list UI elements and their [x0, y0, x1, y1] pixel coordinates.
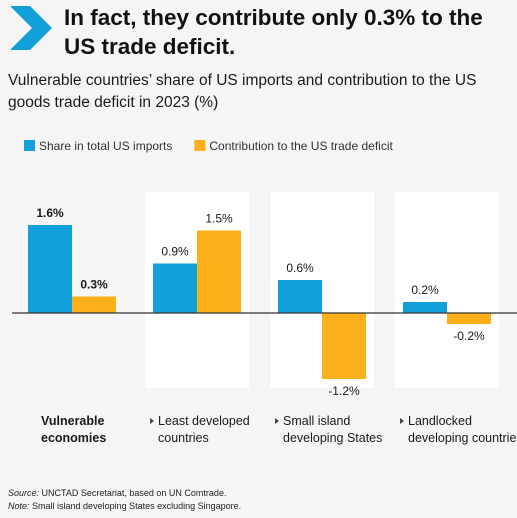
value-label-2-1: -1.2%: [328, 384, 360, 398]
value-label-3-1: -0.2%: [453, 329, 485, 343]
bar-0-1: [72, 296, 116, 313]
legend-label-0: Share in total US imports: [39, 139, 172, 153]
category-label-1-0: Least developed: [158, 414, 250, 428]
bar-chart: Share in total US imports Contribution to…: [12, 139, 517, 445]
bar-2-1: [322, 313, 366, 379]
value-label-2-0: 0.6%: [286, 261, 314, 275]
note-text: Small island developing States excluding…: [32, 501, 242, 511]
source-line: Source: UNCTAD Secretariat, based on UN …: [8, 487, 241, 500]
category-label-2-1: developing States: [283, 431, 382, 445]
chevron-shape: [10, 6, 52, 50]
note-line: Note: Small island developing States exc…: [8, 500, 241, 513]
legend-label-1: Contribution to the US trade deficit: [209, 139, 393, 153]
category-marker-3: [400, 418, 404, 424]
chart-subtitle: Vulnerable countries’ share of US import…: [8, 72, 477, 111]
chevron-right-icon: [10, 6, 52, 50]
category-label-3-1: developing countries: [408, 431, 517, 445]
value-label-1-1: 1.5%: [205, 212, 233, 226]
category-label-2-0: Small island: [283, 414, 350, 428]
category-marker-1: [150, 418, 154, 424]
category-marker-2: [275, 418, 279, 424]
bar-3-0: [403, 302, 447, 313]
legend-swatch-1: [194, 140, 206, 151]
category-label-0-1: economies: [41, 431, 106, 445]
category-label-0-0: Vulnerable: [41, 414, 104, 428]
bar-3-1: [447, 313, 491, 324]
source-note: Source: UNCTAD Secretariat, based on UN …: [8, 487, 241, 513]
group-panel-3: [395, 192, 499, 388]
legend-swatch-0: [24, 140, 35, 151]
value-label-1-0: 0.9%: [161, 245, 189, 259]
note-label: Note:: [8, 501, 30, 511]
bar-0-0: [28, 225, 72, 313]
value-label-3-0: 0.2%: [411, 283, 439, 297]
source-text: UNCTAD Secretariat, based on UN Comtrade…: [41, 488, 227, 498]
source-label: Source:: [8, 488, 40, 498]
bar-2-0: [278, 280, 322, 313]
category-label-1-1: countries: [158, 431, 209, 445]
category-label-3-0: Landlocked: [408, 414, 472, 428]
bar-1-0: [153, 263, 197, 313]
headline: In fact, they contribute only 0.3% to th…: [64, 5, 483, 59]
value-label-0-1: 0.3%: [80, 278, 108, 292]
value-label-0-0: 1.6%: [36, 206, 64, 220]
bar-1-1: [197, 230, 241, 313]
